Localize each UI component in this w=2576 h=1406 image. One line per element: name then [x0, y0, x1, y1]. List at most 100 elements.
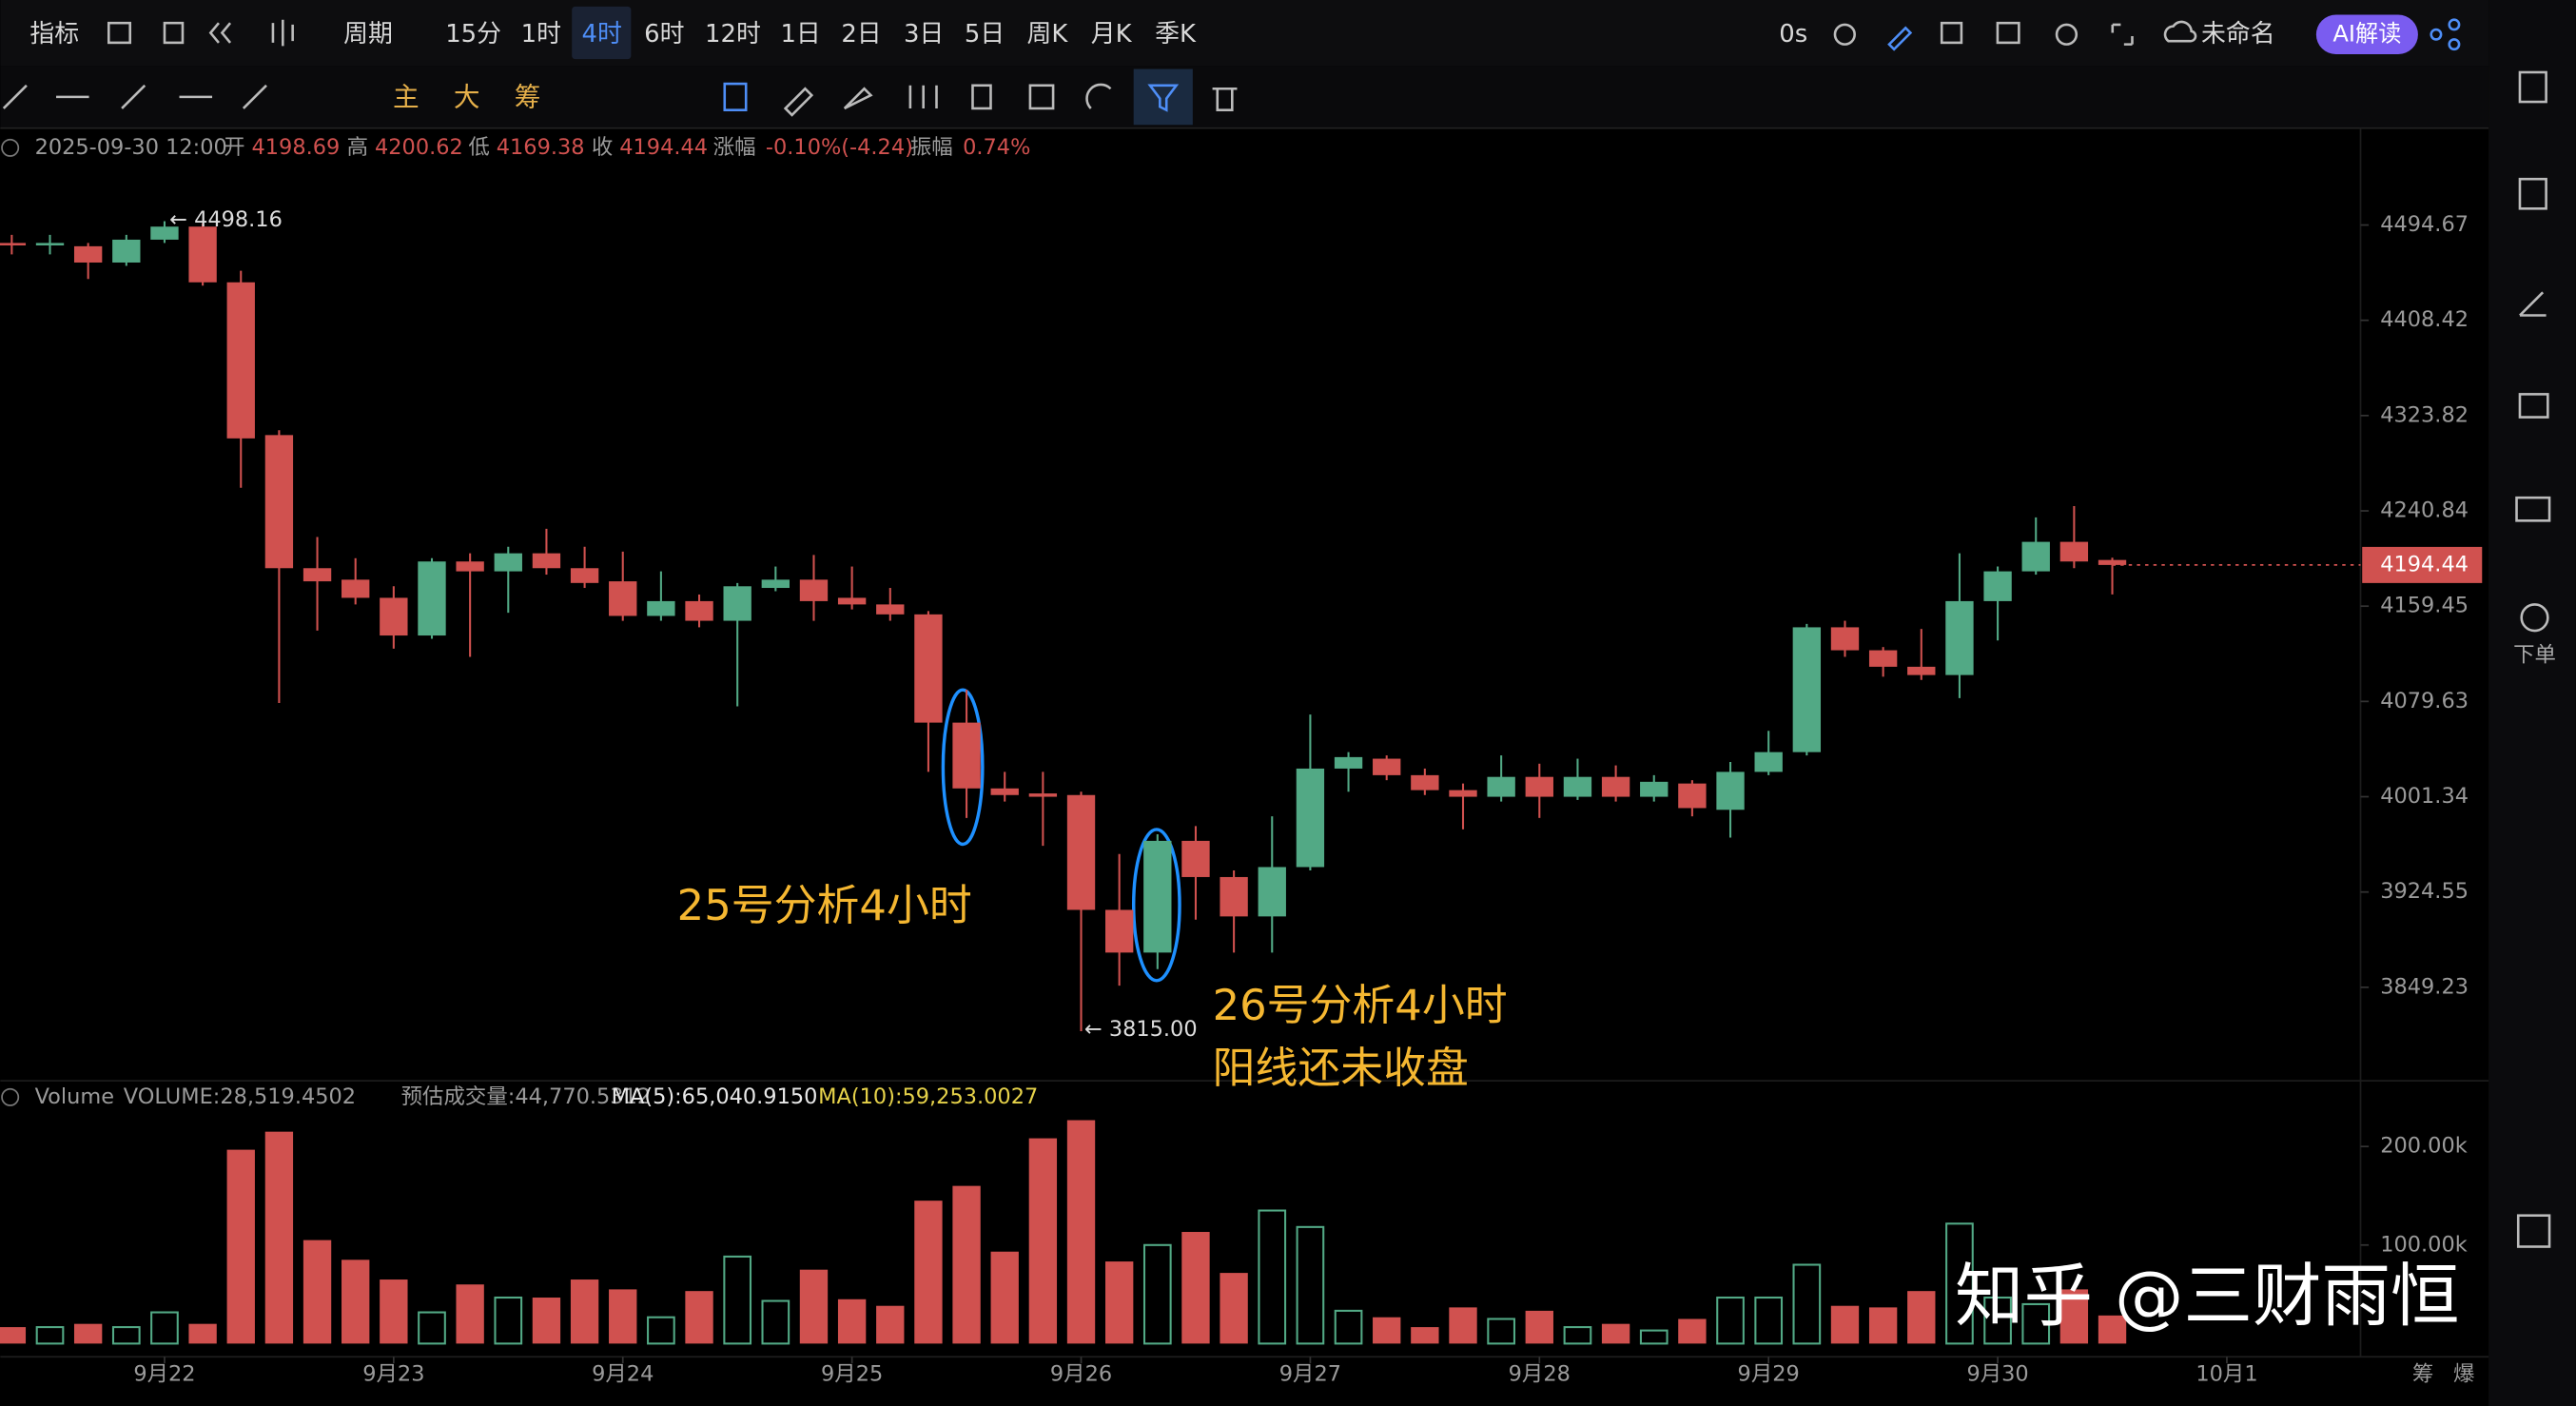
info-label: 涨幅 [713, 135, 756, 160]
period-option[interactable]: 1日 [780, 20, 820, 49]
info-line: 2025-09-30 12:00 开 4198.69 高 4200.62 低 4… [1, 135, 1030, 160]
order-button[interactable]: 下单 [2513, 642, 2556, 667]
volume-bar [380, 1279, 408, 1344]
candle-body [837, 597, 867, 605]
bottom-button[interactable]: 爆 [2453, 1362, 2474, 1387]
y-tick-label: 4240.84 [2380, 498, 2469, 523]
volume-bar [150, 1311, 179, 1345]
candle-body [1907, 666, 1936, 675]
candle-body [1411, 774, 1439, 791]
ma10-label: MA(10):59,253.0027 [818, 1084, 1038, 1109]
info-label: 高 [347, 135, 368, 160]
ai-button[interactable]: AI解读 [2332, 20, 2401, 47]
volume-bar [1296, 1225, 1325, 1345]
candle-body [1830, 627, 1860, 651]
toolbar-icons [2, 18, 2551, 1248]
candle-body [2059, 541, 2089, 562]
candle-body [456, 561, 484, 572]
volume-bar [1066, 1120, 1096, 1344]
volume-bar [532, 1298, 561, 1344]
period-option[interactable]: 12时 [705, 20, 761, 49]
y-tick-label: 4323.82 [2380, 402, 2469, 427]
candle-body [1716, 771, 1745, 810]
x-tick-label: 9月30 [1966, 1362, 2028, 1387]
volume-bar [1181, 1232, 1210, 1344]
volume-title: Volume [35, 1084, 114, 1109]
info-datetime: 2025-09-30 12:00 [35, 135, 227, 160]
info-label: 振幅 [910, 135, 953, 160]
right-sidebar [2488, 0, 2576, 1406]
volume-bar [1334, 1309, 1363, 1345]
candle-body [1258, 867, 1286, 917]
candle-body [723, 586, 751, 621]
period-option[interactable]: 1时 [521, 20, 561, 49]
volume-bar [111, 1326, 141, 1345]
period-option[interactable]: 6时 [644, 20, 684, 49]
period-option[interactable]: 4时 [582, 20, 622, 49]
volume-bar [1411, 1327, 1439, 1344]
volume-bar [1945, 1222, 1974, 1345]
volume-bar [723, 1255, 752, 1345]
volume-bar [1754, 1296, 1784, 1345]
candle-body [685, 600, 713, 621]
indicator-button[interactable]: 指标 [29, 20, 79, 49]
y-tick-label: 3924.55 [2380, 879, 2469, 904]
candle-body [570, 568, 599, 583]
candle-body [1792, 627, 1822, 752]
candle-body [1601, 776, 1630, 797]
candle-body [1066, 794, 1096, 910]
period-option[interactable]: 月K [1091, 20, 1133, 49]
period-option[interactable]: 周K [1026, 20, 1068, 49]
volume-bar [647, 1316, 675, 1345]
candle-body [1373, 758, 1401, 775]
period-option[interactable]: 15分 [445, 20, 501, 49]
tool-main[interactable]: 主 [393, 82, 420, 113]
volume-bar [990, 1251, 1019, 1344]
candle-body [761, 579, 790, 589]
volume-bar [1373, 1317, 1401, 1344]
info-low: 4169.38 [497, 135, 585, 160]
tool-chips[interactable]: 筹 [515, 82, 541, 113]
x-tick-label: 9月28 [1509, 1362, 1571, 1387]
volume-bar [188, 1323, 217, 1344]
timer: 0s [1779, 20, 1807, 49]
tool-big[interactable]: 大 [454, 82, 480, 113]
volume-bar [1449, 1307, 1477, 1344]
candle-body [532, 553, 561, 569]
x-tick-label: 9月24 [592, 1362, 654, 1387]
info-high: 4200.62 [375, 135, 463, 160]
volume-bar [1678, 1318, 1707, 1344]
annotation: 阳线还未收盘 [1213, 1043, 1469, 1093]
volume-bar [1792, 1263, 1822, 1345]
volume-bar [685, 1291, 713, 1344]
collapse-icon [1, 1087, 20, 1106]
volume-bar [1487, 1318, 1516, 1345]
ai-button-bg[interactable] [2315, 14, 2418, 54]
bottom-button[interactable]: 筹 [2412, 1362, 2433, 1387]
info-change: -0.10%(-4.24) [766, 135, 913, 160]
volume-bar [837, 1299, 867, 1344]
period-option[interactable]: 季K [1155, 20, 1197, 49]
candle-body [1525, 776, 1553, 797]
active-period [572, 6, 632, 60]
volume-bar [952, 1185, 981, 1344]
layout-name[interactable]: 未命名 [2201, 20, 2275, 49]
volume-bar [876, 1305, 905, 1344]
candle-body [1334, 756, 1363, 769]
candle-body [264, 435, 294, 569]
volume-bar [761, 1299, 790, 1345]
volume-bar [1028, 1138, 1058, 1344]
period-option[interactable]: 2日 [841, 20, 881, 49]
volume-bar [1258, 1209, 1287, 1345]
volume-header: Volume VOLUME:28,519.4502 预估成交量:44,770.5… [1, 1084, 1038, 1109]
period-option[interactable]: 3日 [904, 20, 944, 49]
x-tick-label: 9月23 [362, 1362, 424, 1387]
volume-bar [418, 1311, 446, 1345]
candle-body [1678, 783, 1707, 809]
candle-body [952, 722, 981, 789]
candle-body [1104, 909, 1134, 953]
candle-body [302, 568, 332, 582]
volume-bar [2059, 1289, 2089, 1344]
period-button[interactable]: 周期 [343, 20, 393, 49]
period-option[interactable]: 5日 [965, 20, 1005, 49]
